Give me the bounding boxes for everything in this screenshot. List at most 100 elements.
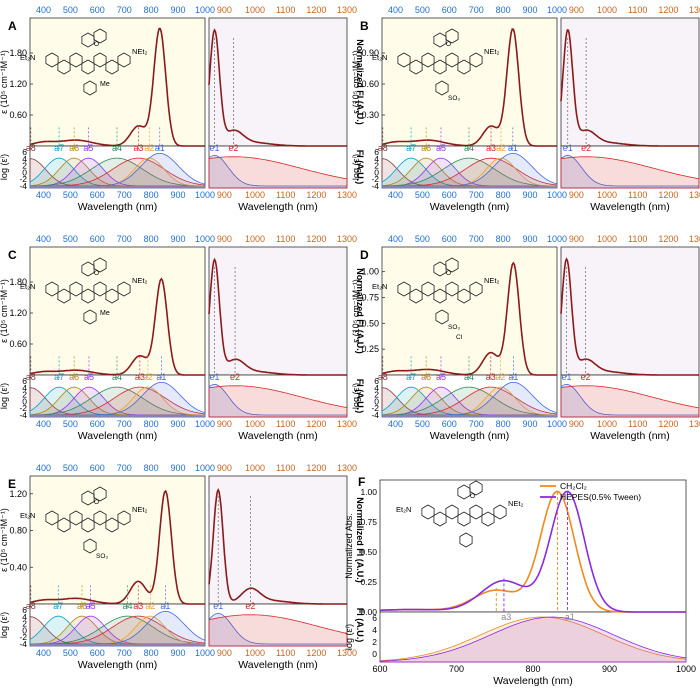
top-abs-tick: 400 — [388, 5, 403, 15]
bottom-abs-tick: 600 — [90, 419, 105, 429]
component-label-a2: a2 — [143, 372, 153, 382]
top-fl-tick: 1000 — [245, 234, 265, 244]
bottom-abs-tick: 900 — [523, 190, 538, 200]
log-y-axis-label: log (εⁱ) — [0, 383, 9, 409]
bottom-abs-tick: 500 — [415, 419, 430, 429]
y-tick-label: 0.60 — [361, 79, 379, 89]
abs-plot-area — [29, 475, 206, 605]
component-label-a7: a7 — [406, 143, 416, 153]
emission-band-e2 — [560, 156, 700, 189]
top-abs-tick: 900 — [171, 463, 186, 473]
bottom-abs-tick: 400 — [388, 190, 403, 200]
bottom-abs-tick: 900 — [171, 648, 186, 658]
abs-y-axis-label: ε (10⁵ cm⁻¹M⁻¹) — [351, 279, 361, 343]
bottom-fl-tick: 900 — [217, 190, 232, 200]
substituent-cl: Cl — [456, 334, 463, 341]
log-y-axis-label: log (εⁱ) — [351, 383, 361, 409]
f-log-y-tick: 0 — [372, 649, 377, 659]
molecule-structure: Et₂N NEt₂ O Me — [20, 257, 148, 325]
top-fl-tick: 1100 — [628, 234, 647, 244]
substituent-net2: NEt₂ — [132, 276, 148, 285]
bottom-fl-tick: 1300 — [689, 190, 700, 200]
substituent-et2n: Et₂N — [372, 282, 387, 291]
substituent-o: O — [470, 493, 475, 500]
x-axis-label: Wavelength (nm) — [590, 430, 670, 442]
abs-y-axis-label: ε (10⁵ cm⁻¹M⁻¹) — [0, 508, 9, 572]
top-abs-tick: 1000 — [195, 463, 215, 473]
emission-label-e1: e1 — [210, 143, 220, 153]
bottom-abs-tick: 700 — [117, 190, 132, 200]
emission-spectrum — [208, 257, 347, 376]
component-label-a3: a3 — [135, 372, 145, 382]
emission-spectrum — [560, 28, 699, 147]
y-tick-label: 0.80 — [9, 526, 27, 536]
ring — [469, 52, 483, 68]
bottom-abs-tick: 800 — [144, 419, 159, 429]
ring — [445, 52, 459, 68]
component-band-a4 — [29, 386, 206, 418]
ring — [93, 281, 107, 297]
component-band-a4 — [381, 157, 558, 189]
f-component-label: a1 — [565, 612, 575, 622]
component-band-a1 — [29, 611, 206, 647]
bottom-abs-tick: 1000 — [547, 190, 567, 200]
substituent-et2n: Et₂N — [20, 511, 35, 520]
log-y-tick: -2 — [371, 403, 379, 413]
f-log-y-tick: 4 — [372, 625, 377, 635]
bottom-fl-tick: 900 — [569, 190, 584, 200]
y-tick-label: 1.20 — [9, 489, 27, 499]
f-y-tick: 1.00 — [360, 487, 377, 497]
top-abs-tick: 400 — [388, 234, 403, 244]
top-fl-tick: 900 — [217, 463, 232, 473]
ring — [421, 504, 435, 520]
bottom-abs-tick: 900 — [171, 419, 186, 429]
f-y-tick: 0.75 — [360, 517, 377, 527]
y-tick-label: 1.80 — [9, 48, 27, 58]
component-band-a5 — [381, 157, 558, 189]
component-label-a4: a4 — [122, 601, 132, 611]
component-label-a7: a7 — [54, 143, 64, 153]
y-tick-label: 0.30 — [361, 110, 379, 120]
panel-letter: C — [8, 248, 17, 262]
emission-band-e2 — [208, 385, 348, 418]
f-log-y-tick: 6 — [372, 613, 377, 623]
f-x-axis-label: Wavelength (nm) — [493, 675, 573, 687]
log-y-tick: 6 — [374, 147, 379, 157]
bottom-abs-tick: 500 — [63, 190, 78, 200]
log-y-tick: 6 — [374, 376, 379, 386]
log-y-tick: -4 — [19, 639, 27, 649]
f-x-tick: 900 — [602, 664, 617, 674]
bottom-fl-tick: 1000 — [245, 648, 265, 658]
log-y-tick: -2 — [371, 174, 379, 184]
bottom-abs-tick: 700 — [117, 419, 132, 429]
log-y-tick: 6 — [22, 376, 27, 386]
component-band-a1 — [29, 381, 206, 418]
top-abs-tick: 800 — [144, 5, 159, 15]
component-label-a2: a2 — [144, 143, 154, 153]
component-label-a1: a1 — [155, 143, 165, 153]
fl-plot-area — [208, 246, 348, 376]
substituent-o: O — [446, 41, 451, 48]
ring — [469, 281, 483, 297]
abs-y-axis-label: ε (10⁵ cm⁻¹M⁻¹) — [351, 50, 361, 114]
bottom-fl-tick: 1300 — [689, 419, 700, 429]
y-tick-label: 0.60 — [9, 110, 27, 120]
emission-label-e1: e1 — [562, 372, 572, 382]
ring — [445, 257, 459, 273]
log-y-tick: 4 — [374, 383, 379, 393]
log-band-1 — [379, 616, 687, 663]
bottom-fl-tick: 1000 — [245, 419, 265, 429]
emission-label-e2: e2 — [230, 372, 240, 382]
top-abs-tick: 600 — [90, 5, 105, 15]
top-fl-tick: 1300 — [337, 5, 357, 15]
substituent-et2n: Et₂N — [372, 53, 387, 62]
ring — [397, 52, 411, 68]
top-fl-tick: 1200 — [306, 463, 326, 473]
f-log-y-tick: 2 — [372, 637, 377, 647]
component-label-a8: a8 — [26, 143, 36, 153]
component-label-a3: a3 — [486, 143, 496, 153]
ring — [93, 486, 107, 502]
emission-band-e1 — [208, 612, 348, 647]
substituent-so3: SO₃ — [448, 324, 460, 331]
log-y-axis-label: log (εⁱ) — [0, 612, 9, 638]
